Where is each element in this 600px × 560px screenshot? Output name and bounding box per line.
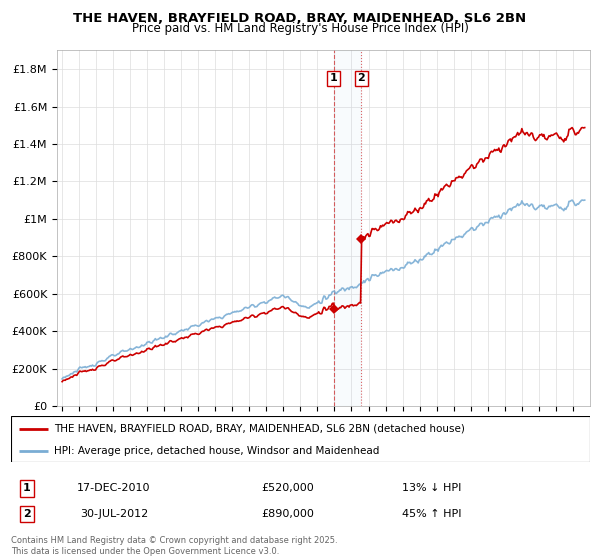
- Text: 1: 1: [330, 73, 338, 83]
- Text: £890,000: £890,000: [262, 509, 314, 519]
- Text: THE HAVEN, BRAYFIELD ROAD, BRAY, MAIDENHEAD, SL6 2BN: THE HAVEN, BRAYFIELD ROAD, BRAY, MAIDENH…: [73, 12, 527, 25]
- Text: 2: 2: [23, 509, 31, 519]
- Text: £520,000: £520,000: [262, 483, 314, 493]
- Text: Contains HM Land Registry data © Crown copyright and database right 2025.
This d: Contains HM Land Registry data © Crown c…: [11, 536, 337, 556]
- Text: 30-JUL-2012: 30-JUL-2012: [80, 509, 148, 519]
- Text: 2: 2: [358, 73, 365, 83]
- Text: HPI: Average price, detached house, Windsor and Maidenhead: HPI: Average price, detached house, Wind…: [54, 446, 380, 455]
- Bar: [334, 50, 361, 406]
- Text: THE HAVEN, BRAYFIELD ROAD, BRAY, MAIDENHEAD, SL6 2BN (detached house): THE HAVEN, BRAYFIELD ROAD, BRAY, MAIDENH…: [54, 424, 465, 434]
- FancyBboxPatch shape: [11, 416, 590, 462]
- Text: 17-DEC-2010: 17-DEC-2010: [77, 483, 151, 493]
- Text: 13% ↓ HPI: 13% ↓ HPI: [403, 483, 461, 493]
- Text: Price paid vs. HM Land Registry's House Price Index (HPI): Price paid vs. HM Land Registry's House …: [131, 22, 469, 35]
- Text: 1: 1: [23, 483, 31, 493]
- Text: 45% ↑ HPI: 45% ↑ HPI: [402, 509, 462, 519]
